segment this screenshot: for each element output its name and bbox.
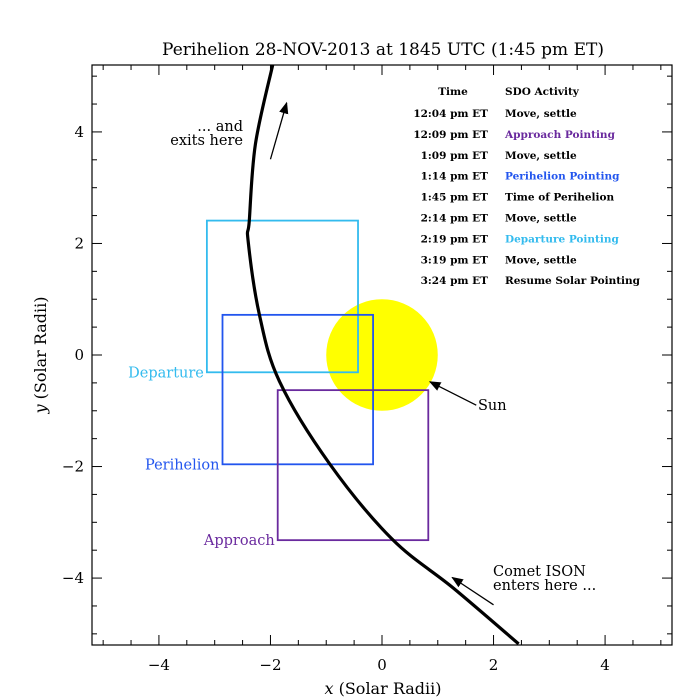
enters-annotation-line-2: enters here ... (493, 578, 596, 594)
axis-ticks: −4 −2 0 2 4 −4 −2 0 2 4 (62, 65, 672, 674)
table-row-time: 1:45 pm ET (421, 192, 489, 204)
table-row-time: 12:09 pm ET (413, 129, 488, 141)
x-tick-label: 2 (489, 656, 499, 674)
y-tick-label: 0 (74, 346, 84, 364)
table-row-time: 3:19 pm ET (421, 254, 489, 266)
y-axis-label-rest: (Solar Radii) (31, 296, 50, 404)
pointing-box-label-approach: Approach (203, 533, 275, 549)
exit-arrow (269, 101, 289, 160)
table-row-time: 1:14 pm ET (421, 171, 489, 183)
table-row-time: 1:09 pm ET (421, 150, 489, 162)
pointing-box-label-departure: Departure (128, 365, 204, 381)
y-axis-label-var: y (31, 404, 50, 415)
x-axis-label: x (Solar Radii) (324, 679, 441, 698)
y-tick-label: 4 (74, 123, 84, 141)
chart-title: Perihelion 28-NOV-2013 at 1845 UTC (1:45… (162, 40, 604, 60)
x-tick-label: 4 (600, 656, 610, 674)
x-tick-label: −4 (148, 656, 170, 674)
table-row-time: 12:04 pm ET (413, 108, 488, 120)
x-axis-label-rest: (Solar Radii) (334, 679, 442, 698)
table-row-time: 3:24 pm ET (421, 275, 489, 287)
table-header-activity: SDO Activity (505, 86, 580, 98)
table-row-time: 2:19 pm ET (421, 233, 489, 245)
x-tick-label: 0 (377, 656, 387, 674)
table-row-activity: Approach Pointing (504, 129, 616, 141)
plot-area: Departure Perihelion Approach ... andexits … (128, 64, 596, 646)
y-axis-label: y (Solar Radii) (31, 296, 50, 414)
sun-arrow (428, 381, 477, 406)
table-row-time: 2:14 pm ET (421, 213, 489, 225)
sun-disk (326, 299, 438, 411)
x-axis-label-var: x (324, 679, 333, 698)
y-tick-label: −2 (62, 458, 84, 476)
comet-path-line (245, 64, 520, 646)
table-row-activity: Move, settle (505, 254, 577, 266)
table-row-activity: Move, settle (505, 213, 577, 225)
sdo-activity-table: Time SDO Activity 12:04 pm ET Move, settl… (413, 86, 640, 287)
table-row-activity: Time of Perihelion (505, 192, 615, 204)
exits-annotation-line-2: exits here (170, 133, 243, 149)
table-header-time: Time (438, 86, 468, 98)
pointing-box-departure (205, 219, 359, 374)
table-row-activity: Resume Solar Pointing (505, 275, 641, 287)
table-row-activity: Move, settle (505, 108, 577, 120)
table-row-activity: Perihelion Pointing (505, 171, 620, 183)
enter-arrow (451, 576, 494, 606)
y-tick-label: −4 (62, 569, 84, 587)
x-tick-label: −2 (259, 656, 281, 674)
enters-annotation-line-1: Comet ISON (493, 564, 586, 580)
sun-label: Sun (478, 398, 507, 414)
pointing-box-approach (276, 389, 430, 542)
y-tick-label: 2 (74, 234, 84, 252)
pointing-box-label-perihelion: Perihelion (145, 457, 220, 473)
table-row-activity: Departure Pointing (505, 233, 620, 245)
exits-annotation-line-1: ... and (197, 119, 243, 135)
table-row-activity: Move, settle (505, 150, 577, 162)
